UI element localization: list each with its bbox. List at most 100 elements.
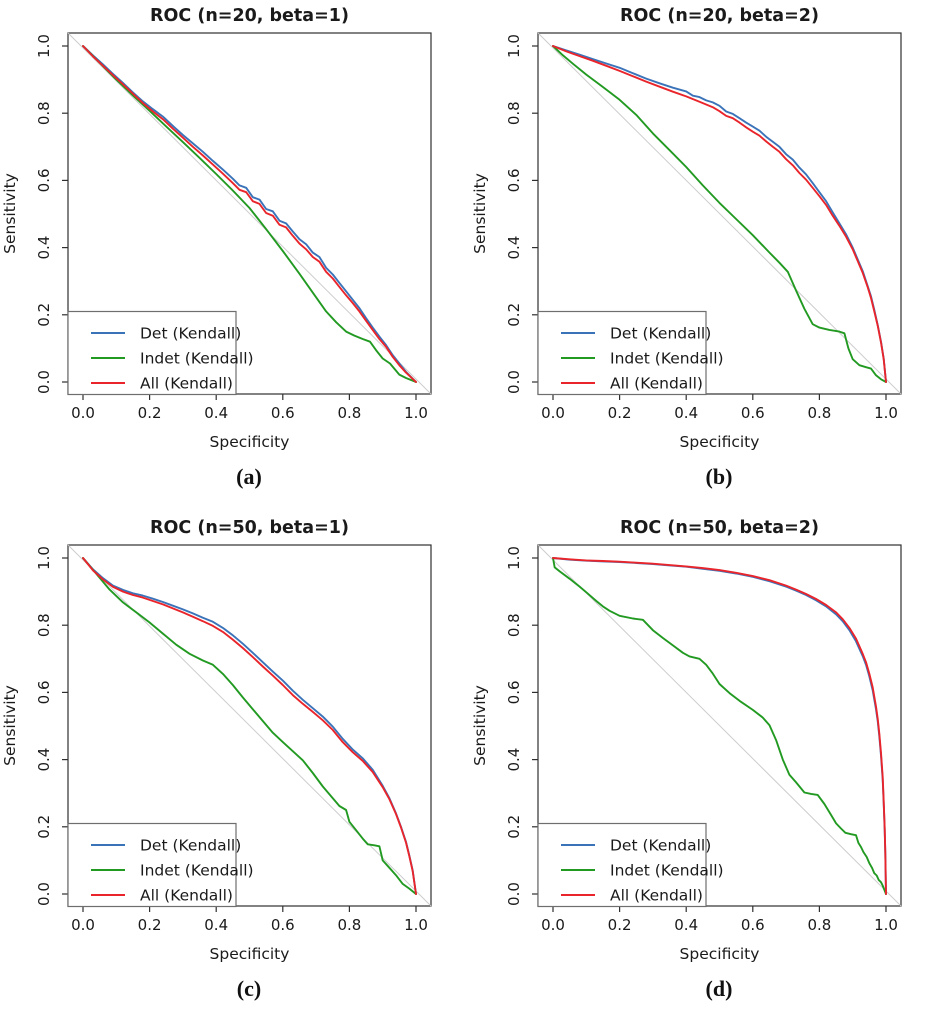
legend-label: Det (Kendall)	[610, 325, 711, 343]
x-tick-label: 0.2	[608, 916, 632, 934]
y-tick-label: 0.6	[35, 168, 53, 192]
roc-curve-all-kendall	[552, 45, 887, 383]
x-tick-label: 0.6	[271, 916, 295, 934]
x-tick-label: 0.2	[608, 404, 632, 422]
panel-caption-c: (c)	[236, 976, 262, 1001]
x-axis-label: Specificity	[210, 945, 290, 963]
x-tick-label: 0.4	[204, 404, 228, 422]
roc-chart-a: ROC (n=20, beta=1) 0.0 0.2 0.4 0.6 0.8 1.0 0.0 0…	[1, 6, 432, 451]
x-tick-label: 0.0	[71, 404, 95, 422]
y-axis-label: Sensitivity	[1, 173, 19, 254]
roc-curve-det-kendall	[82, 45, 417, 383]
y-tick-label: 1.0	[505, 546, 523, 570]
legend-box	[67, 822, 237, 908]
roc-panel-b: ROC (n=20, beta=2) 0.0 0.2 0.4 0.6 0.8 1.0 0.0 0…	[470, 0, 941, 512]
y-tick-label: 0.8	[505, 101, 523, 125]
legend-label: All (Kendall)	[610, 375, 703, 393]
legend-label: All (Kendall)	[140, 887, 233, 905]
x-tick-label: 1.0	[404, 916, 428, 934]
y-tick-label: 0.0	[35, 370, 53, 394]
y-tick-label: 0.2	[505, 815, 523, 839]
legend-label: Indet (Kendall)	[140, 862, 254, 880]
diagonal-reference-line	[67, 544, 432, 907]
y-tick-label: 0.4	[505, 236, 523, 260]
legend-label: Det (Kendall)	[140, 325, 241, 343]
roc-chart-d: ROC (n=50, beta=2) 0.0 0.2 0.4 0.6 0.8 1.0 0.0 0…	[471, 518, 902, 963]
panel-caption-d: (d)	[705, 976, 733, 1001]
y-tick-label: 0.6	[505, 168, 523, 192]
chart-title: ROC (n=20, beta=2)	[620, 6, 819, 26]
y-tick-label: 0.4	[35, 748, 53, 772]
x-tick-label: 1.0	[874, 404, 898, 422]
plot-frame	[67, 32, 432, 395]
y-tick-label: 0.8	[35, 101, 53, 125]
diagonal-reference-line	[67, 32, 432, 395]
y-tick-label: 0.8	[505, 613, 523, 637]
y-tick-label: 0.0	[505, 370, 523, 394]
y-axis-label: Sensitivity	[471, 173, 489, 254]
x-tick-label: 1.0	[874, 916, 898, 934]
y-axis-label: Sensitivity	[1, 685, 19, 766]
x-axis-label: Specificity	[680, 945, 760, 963]
roc-panel-a: ROC (n=20, beta=1) 0.0 0.2 0.4 0.6 0.8 1.0 0.0 0…	[0, 0, 470, 512]
legend-label: Det (Kendall)	[610, 837, 711, 855]
roc-panel-d: ROC (n=50, beta=2) 0.0 0.2 0.4 0.6 0.8 1.0 0.0 0…	[470, 512, 941, 1024]
y-tick-label: 0.6	[505, 680, 523, 704]
roc-chart-c: ROC (n=50, beta=1) 0.0 0.2 0.4 0.6 0.8 1.0 0.0 0…	[1, 518, 432, 963]
roc-curve-all-kendall	[552, 557, 887, 895]
chart-title: ROC (n=50, beta=1)	[150, 518, 349, 538]
y-axis-label: Sensitivity	[471, 685, 489, 766]
y-tick-label: 0.8	[35, 613, 53, 637]
legend-label: Indet (Kendall)	[610, 862, 724, 880]
x-tick-label: 0.4	[674, 916, 698, 934]
x-tick-label: 0.8	[337, 916, 361, 934]
x-tick-label: 0.8	[807, 404, 831, 422]
x-axis-label: Specificity	[210, 433, 290, 451]
x-tick-label: 0.0	[541, 404, 565, 422]
plot-frame	[67, 544, 432, 907]
y-tick-label: 0.4	[505, 748, 523, 772]
x-axis-label: Specificity	[680, 433, 760, 451]
x-tick-label: 0.2	[138, 916, 162, 934]
x-tick-label: 0.2	[138, 404, 162, 422]
y-tick-label: 0.4	[35, 236, 53, 260]
chart-title: ROC (n=50, beta=2)	[620, 518, 819, 538]
x-tick-label: 1.0	[404, 404, 428, 422]
chart-title: ROC (n=20, beta=1)	[150, 6, 349, 26]
legend-label: All (Kendall)	[140, 375, 233, 393]
diagonal-reference-line	[537, 32, 902, 395]
roc-curve-indet-kendall	[82, 45, 417, 383]
x-tick-label: 0.0	[71, 916, 95, 934]
legend-label: Indet (Kendall)	[610, 350, 724, 368]
x-tick-label: 0.6	[741, 916, 765, 934]
y-tick-label: 0.0	[35, 882, 53, 906]
legend-box	[67, 310, 237, 396]
legend-label: Indet (Kendall)	[140, 350, 254, 368]
roc-chart-b: ROC (n=20, beta=2) 0.0 0.2 0.4 0.6 0.8 1.0 0.0 0…	[471, 6, 902, 451]
legend: Det (Kendall) Indet (Kendall) All (Kendall…	[537, 822, 724, 908]
plot-frame	[537, 32, 902, 395]
y-tick-label: 1.0	[35, 34, 53, 58]
roc-curve-indet-kendall	[552, 557, 887, 895]
legend-label: Det (Kendall)	[140, 837, 241, 855]
roc-curve-all-kendall	[82, 557, 417, 895]
y-tick-label: 1.0	[505, 34, 523, 58]
diagonal-reference-line	[537, 544, 902, 907]
plot-frame	[537, 544, 902, 907]
y-tick-label: 1.0	[35, 546, 53, 570]
x-tick-label: 0.8	[807, 916, 831, 934]
legend: Det (Kendall) Indet (Kendall) All (Kendall…	[67, 822, 254, 908]
x-tick-label: 0.0	[541, 916, 565, 934]
y-tick-label: 0.0	[505, 882, 523, 906]
legend: Det (Kendall) Indet (Kendall) All (Kendall…	[537, 310, 724, 396]
roc-panel-c: ROC (n=50, beta=1) 0.0 0.2 0.4 0.6 0.8 1.0 0.0 0…	[0, 512, 470, 1024]
roc-curve-all-kendall	[82, 45, 417, 383]
roc-curve-indet-kendall	[82, 557, 417, 895]
x-tick-label: 0.4	[204, 916, 228, 934]
x-tick-label: 0.6	[271, 404, 295, 422]
legend-box	[537, 822, 707, 908]
legend: Det (Kendall) Indet (Kendall) All (Kendall…	[67, 310, 254, 396]
y-tick-label: 0.6	[35, 680, 53, 704]
y-tick-label: 0.2	[505, 303, 523, 327]
